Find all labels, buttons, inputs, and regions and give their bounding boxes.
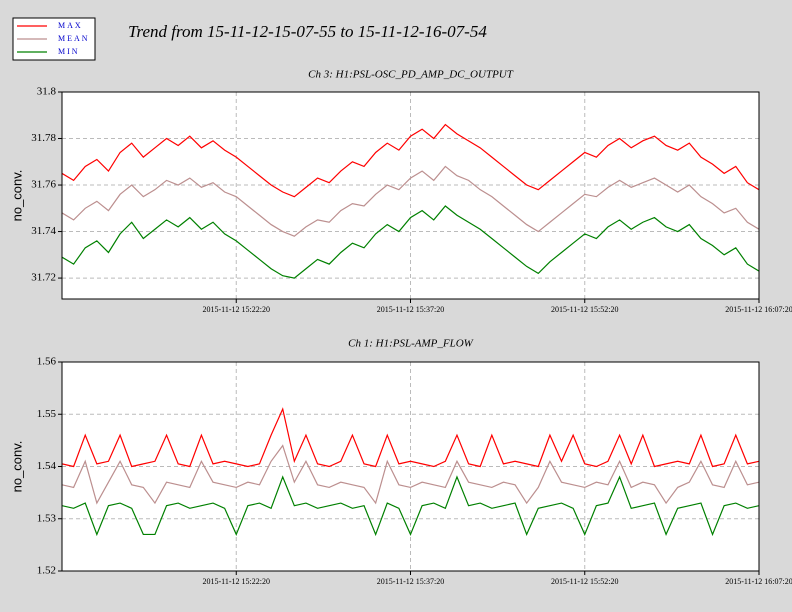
plot-area <box>62 362 759 571</box>
series-line <box>62 165 759 237</box>
x-tick-label: 2015-11-12 15:37:20 <box>377 305 444 314</box>
series-line <box>62 407 759 468</box>
plot-border <box>61 361 760 572</box>
main-title: Trend from 15-11-12-15-07-55 to 15-11-12… <box>128 22 487 41</box>
y-tick-label: 31.74 <box>31 225 56 237</box>
plot-border <box>61 91 760 300</box>
x-tick-label: 2015-11-12 15:52:20 <box>551 577 618 586</box>
y-tick-label: 1.53 <box>37 512 57 524</box>
y-tick-label: 31.76 <box>31 179 56 191</box>
y-tick-label: 31.8 <box>37 86 57 98</box>
y-tick-label: 31.72 <box>31 272 56 284</box>
panel-title: Ch 1: H1:PSL-AMP_FLOW <box>348 338 473 350</box>
legend-label: MAX <box>58 21 83 30</box>
y-axis-label: no_conv. <box>9 441 24 493</box>
x-tick-label: 2015-11-12 15:37:20 <box>377 577 444 586</box>
x-tick-label: 2015-11-12 16:07:20 <box>725 305 792 314</box>
series-line <box>62 205 759 279</box>
y-tick-label: 1.55 <box>37 408 57 420</box>
plot-area <box>62 92 759 299</box>
x-tick-label: 2015-11-12 15:22:20 <box>203 305 270 314</box>
x-tick-label: 2015-11-12 16:07:20 <box>725 577 792 586</box>
legend-label: MEAN <box>58 34 90 43</box>
series-line <box>62 475 759 537</box>
series-line <box>62 123 759 198</box>
x-tick-label: 2015-11-12 15:22:20 <box>203 577 270 586</box>
panel-title: Ch 3: H1:PSL-OSC_PD_AMP_DC_OUTPUT <box>308 69 514 81</box>
y-axis-label: no_conv. <box>9 170 24 222</box>
y-tick-label: 1.52 <box>37 565 56 577</box>
legend-label: MIN <box>58 47 80 56</box>
y-tick-label: 1.56 <box>37 356 57 368</box>
y-tick-label: 1.54 <box>37 460 57 472</box>
y-tick-label: 31.78 <box>31 132 56 144</box>
series-line <box>62 444 759 505</box>
x-tick-label: 2015-11-12 15:52:20 <box>551 305 618 314</box>
